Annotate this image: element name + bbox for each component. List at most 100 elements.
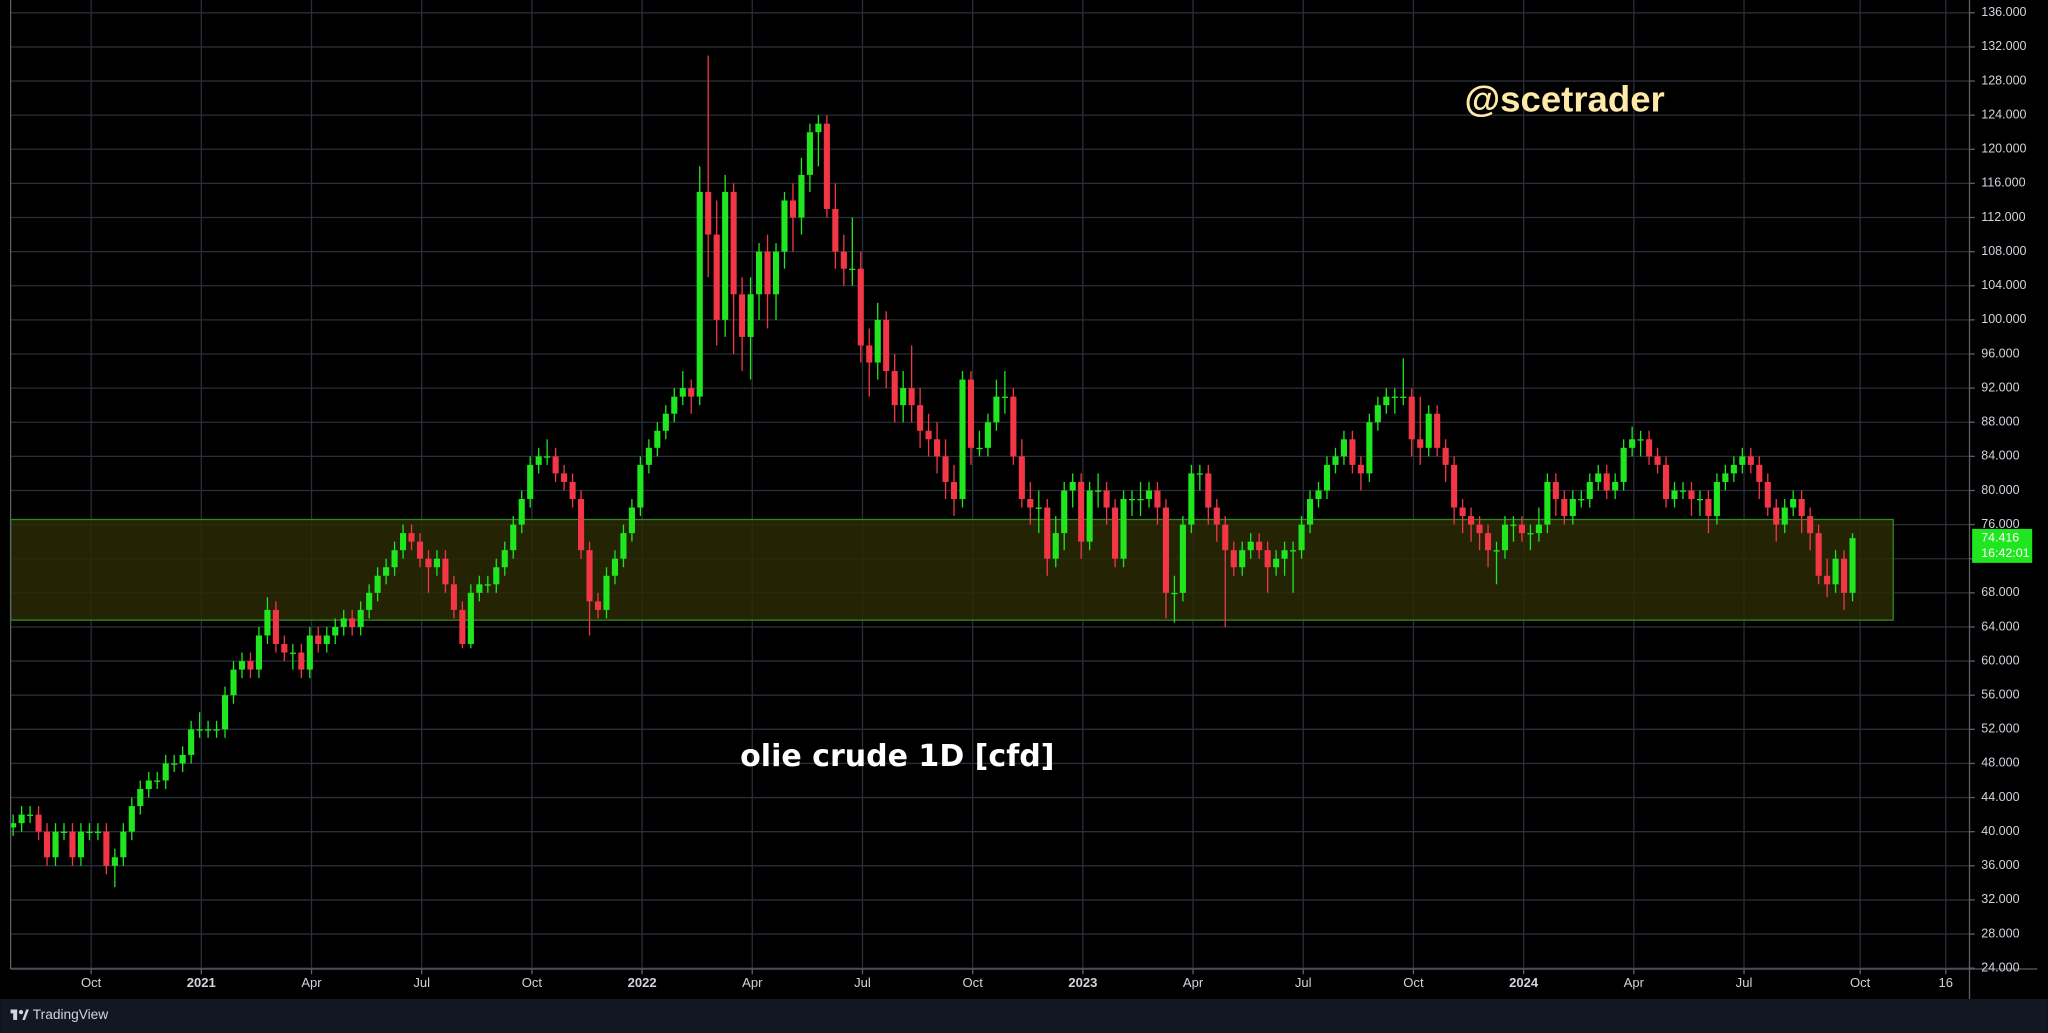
support-zone [9,518,1894,621]
candle-body [1196,473,1203,475]
candle-body [1824,575,1831,585]
candle-body [1306,499,1314,525]
candle-body [1544,481,1551,525]
y-tick-label: 100.000 [1981,312,2026,326]
candle-body [128,806,135,832]
candle-body [391,550,398,568]
x-tick-label: Oct [1403,975,1424,990]
candle-body [1298,524,1305,551]
candle-body [1383,396,1390,406]
candle-body [908,388,915,406]
candle-body [611,558,619,576]
y-tick-label: 24.000 [1981,960,2019,974]
candle-body [94,831,101,833]
candle-body [984,422,991,448]
candle-body [1044,507,1051,559]
candle-body [1112,507,1119,559]
candle-body [1425,413,1432,448]
candle-body [1162,507,1169,593]
x-tick-label: Apr [742,975,763,990]
candle-body [781,200,788,252]
candle-body [1103,490,1110,508]
candles [10,55,1856,888]
candle-body [849,268,856,271]
y-tick-label: 132.000 [1981,39,2026,53]
y-tick-label: 84.000 [1981,449,2019,463]
candle-body [756,251,763,295]
y-tick-label: 64.000 [1981,619,2019,633]
candle-body [1722,473,1729,482]
candle-body [1239,550,1246,568]
candle-body [1620,447,1627,482]
candle-body [1730,464,1737,474]
candle-body [1408,396,1415,440]
candle-body [1145,490,1153,500]
candle-body [705,191,712,235]
candle-body [1603,473,1610,491]
candle-body [654,430,661,448]
candle-body [298,652,305,670]
candle-body [645,447,652,465]
candle-body [1018,456,1025,500]
candle-body [552,456,559,474]
candle-body [1417,439,1424,448]
candle-body [1069,481,1076,491]
candle-body [476,584,483,593]
candle-body [162,763,169,781]
candle-body [620,533,627,559]
candle-body [857,268,864,346]
y-tick-label: 104.000 [1981,278,2026,292]
y-tick-label: 36.000 [1981,858,2019,872]
candle-body [535,456,542,465]
candle-body [1171,592,1178,595]
x-tick-label: Jul [413,975,430,990]
x-tick-label: Apr [1624,975,1645,990]
candle-body [459,609,466,645]
candle-body [1154,490,1161,508]
candle-body [10,823,17,828]
candle-body [111,857,118,866]
candle-body [374,575,381,593]
candle-body [1849,538,1856,593]
chart-label: olie crude 1D [cfd] [740,739,1054,774]
candle-body [154,780,161,782]
candle-body [840,251,847,269]
candle-body [1654,456,1661,465]
candle-body [1188,473,1195,525]
candle-body [628,507,635,534]
logo-part [18,1010,24,1015]
candle-body [527,464,534,500]
candle-body [1764,481,1771,508]
x-tick-label: 2023 [1068,975,1097,990]
candle-body [518,499,525,525]
x-tick-label: Oct [81,975,102,990]
candle-body [60,831,68,833]
candle-body [1790,499,1797,508]
candle-body [1010,396,1017,457]
candle-body [1434,413,1441,448]
candle-body [1493,550,1500,552]
candle-body [789,200,797,218]
candle-body [662,413,669,431]
x-tick-label: Jul [1295,975,1312,990]
candle-body [196,729,203,731]
candle-body [52,831,59,858]
x-tick-label: 2022 [628,975,657,990]
candle-body [976,447,983,450]
candle-body [1756,464,1763,482]
candle-body [323,635,330,645]
candle-body [493,567,500,585]
candle-body [942,456,949,482]
candle-body [798,174,805,218]
y-tick-label: 120.000 [1981,142,2026,156]
candle-body [1510,524,1517,526]
candle-body [1391,396,1398,398]
candle-body [967,379,975,448]
candle-body [366,592,373,610]
candle-body [416,541,424,559]
candle-body [722,191,729,320]
candle-body [1629,439,1636,448]
candle-body [688,388,695,397]
candle-body [1442,447,1449,465]
